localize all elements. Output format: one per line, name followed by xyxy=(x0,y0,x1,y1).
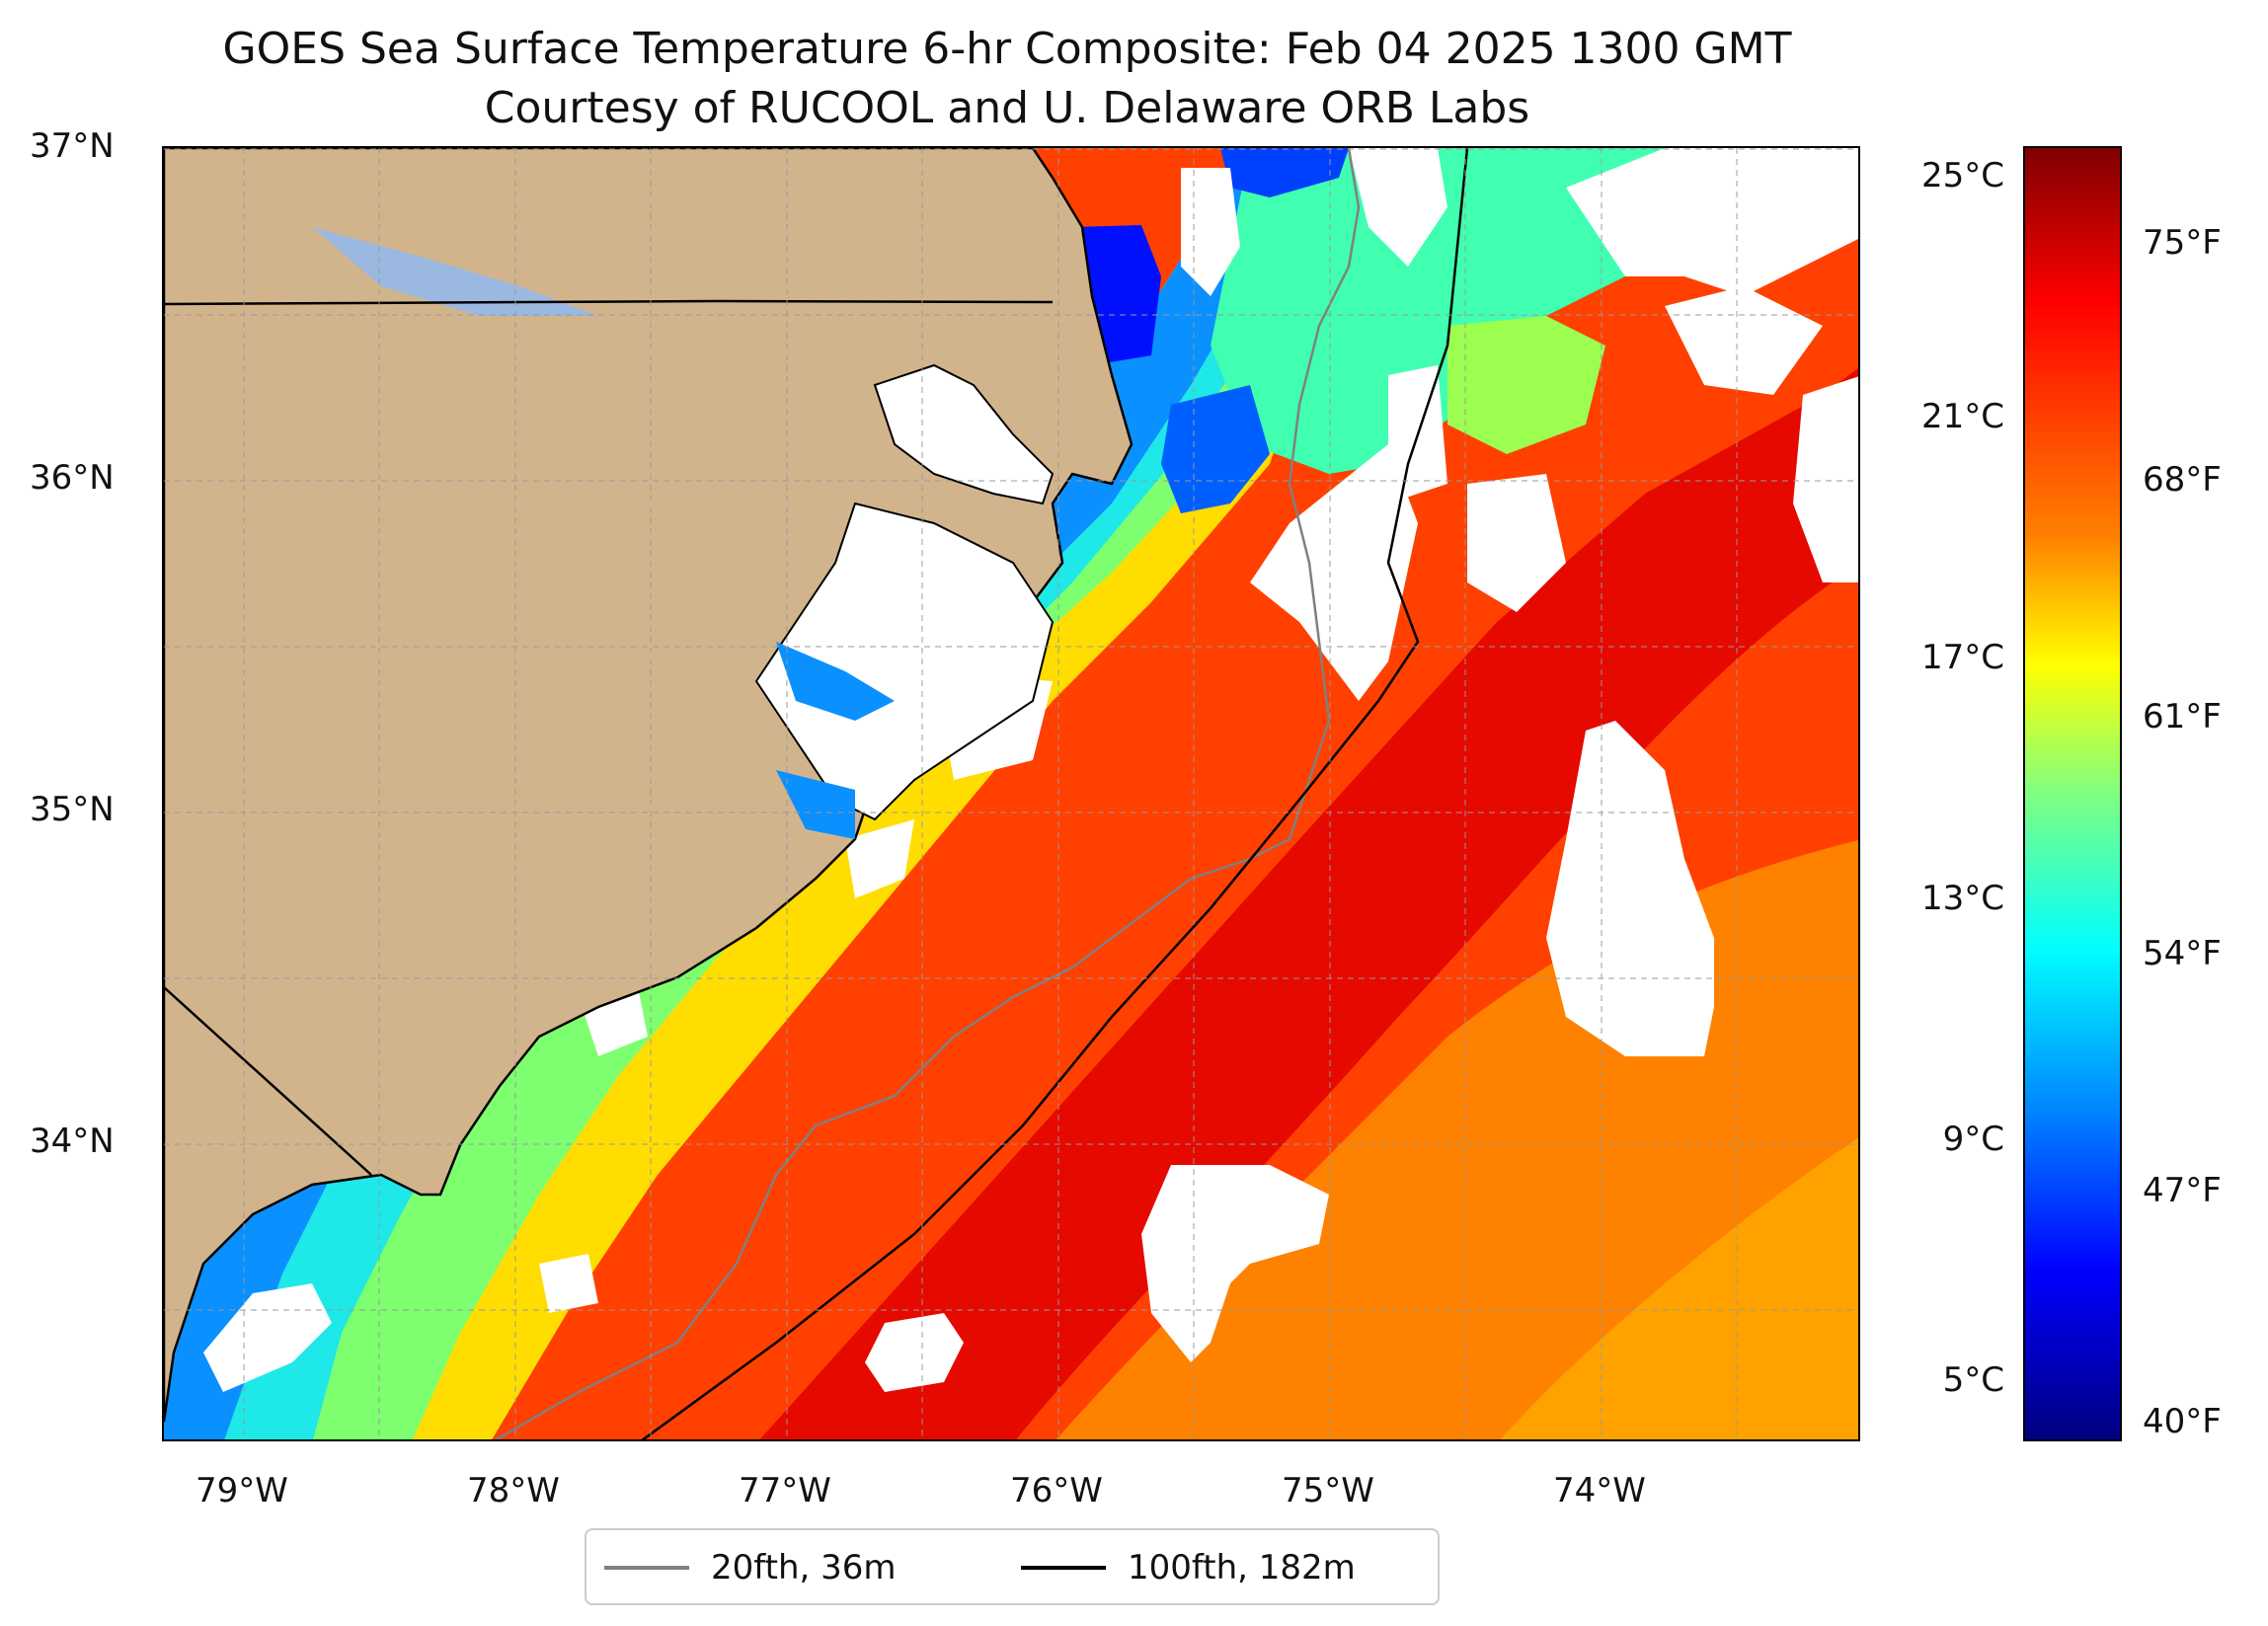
lon-label-75w: 75°W xyxy=(1282,1471,1374,1510)
colorbar-f-label: 68°F xyxy=(2143,460,2222,500)
legend-label-20fth: 20fth, 36m xyxy=(711,1548,897,1587)
cold-patch-top xyxy=(1220,148,1349,197)
cloud-gap-south xyxy=(1141,1165,1329,1362)
sst-map xyxy=(162,146,1860,1441)
pamlico-sound xyxy=(754,502,1055,821)
legend-swatch-gray xyxy=(604,1566,689,1570)
neuse-river xyxy=(776,770,855,839)
lon-label-78w: 78°W xyxy=(467,1471,560,1510)
isobath-20fth xyxy=(494,148,1361,1439)
map-title: GOES Sea Surface Temperature 6-hr Compos… xyxy=(222,24,1792,74)
colorbar-f-label: 54°F xyxy=(2143,934,2222,973)
map-gridlines xyxy=(164,148,1858,1439)
isobath-legend: 20fth, 36m 100fth, 182m xyxy=(585,1528,1440,1605)
lon-label-74w: 74°W xyxy=(1553,1471,1646,1510)
cloud-gap xyxy=(1181,168,1240,296)
state-border-nc-sc xyxy=(164,986,372,1176)
colorbar-c-label: 17°C xyxy=(1920,638,2004,677)
state-border-va-nc xyxy=(164,299,1054,306)
legend-item-20fth: 20fth, 36m xyxy=(604,1544,897,1591)
lon-label-79w: 79°W xyxy=(196,1471,288,1510)
colorbar-c-label: 9°C xyxy=(1942,1120,2004,1159)
lon-label-77w: 77°W xyxy=(739,1471,831,1510)
map-subtitle: Courtesy of RUCOOL and U. Delaware ORB L… xyxy=(484,83,1530,133)
legend-swatch-black xyxy=(1021,1566,1106,1570)
cloud-gap xyxy=(539,1254,598,1313)
colorbar-f-label: 47°F xyxy=(2143,1171,2222,1210)
cloud-gap xyxy=(1349,148,1447,267)
cloud-gap xyxy=(845,819,914,898)
colorbar-c-label: 25°C xyxy=(1920,156,2004,195)
colorbar-f-label: 40°F xyxy=(2143,1402,2222,1441)
legend-label-100fth: 100fth, 182m xyxy=(1128,1548,1356,1587)
isobath-100fth xyxy=(641,148,1469,1439)
lat-label-37n: 37°N xyxy=(30,126,115,166)
inland-lake xyxy=(312,227,598,316)
lat-label-35n: 35°N xyxy=(30,790,115,829)
colorbar-c-label: 5°C xyxy=(1942,1360,2004,1400)
cloud-gap-small xyxy=(865,1313,964,1392)
cloud-gap xyxy=(1665,286,1823,395)
lat-label-34n: 34°N xyxy=(30,1122,115,1161)
ocean-orange-light xyxy=(1500,1137,1858,1439)
colorbar-f-label: 75°F xyxy=(2143,223,2222,263)
lon-label-76w: 76°W xyxy=(1010,1471,1103,1510)
sst-map-graphic xyxy=(164,148,1858,1439)
colorbar-f-label: 61°F xyxy=(2143,697,2222,736)
northern-green-patch xyxy=(1447,316,1605,454)
cloud-gap xyxy=(1566,148,1858,296)
colorbar-c-label: 13°C xyxy=(1920,879,2004,918)
albemarle-sound xyxy=(873,363,1055,505)
cloud-gap-offshore xyxy=(1546,721,1714,1056)
cloud-gap xyxy=(1250,444,1418,701)
pamlico-river xyxy=(776,642,895,721)
legend-item-100fth: 100fth, 182m xyxy=(1021,1544,1356,1591)
temperature-colorbar xyxy=(2023,146,2122,1441)
lat-label-36n: 36°N xyxy=(30,458,115,498)
cloud-gap xyxy=(1793,376,1858,582)
gulf-stream-core xyxy=(759,368,1858,1439)
colorbar-c-label: 21°C xyxy=(1920,397,2004,436)
cloud-gap xyxy=(1467,474,1566,612)
